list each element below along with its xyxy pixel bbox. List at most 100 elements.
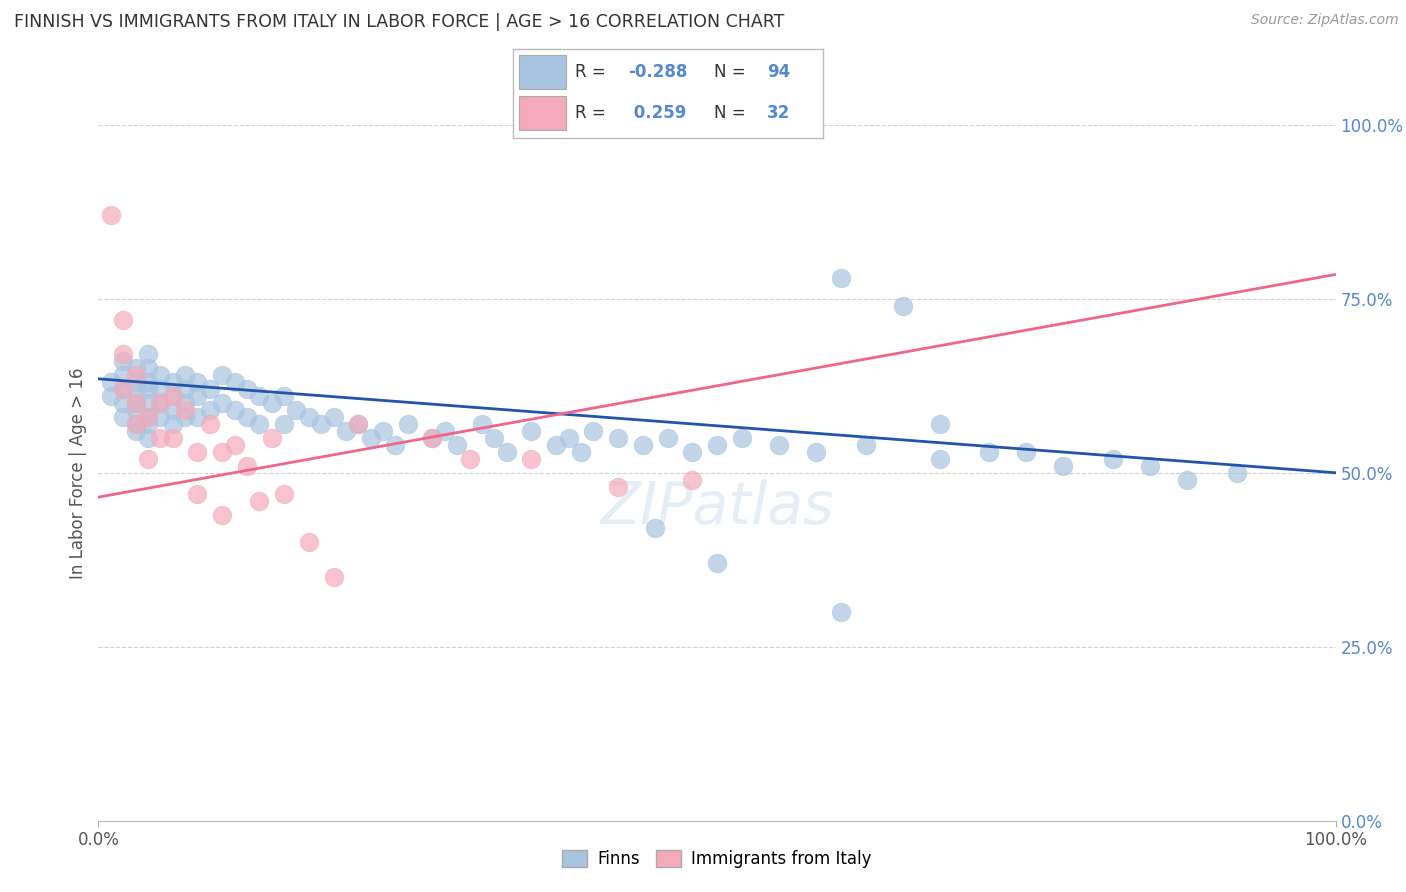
Point bbox=[100, 208, 122, 222]
Point bbox=[247, 417, 270, 431]
Point bbox=[136, 376, 159, 390]
Point bbox=[322, 570, 344, 584]
Point bbox=[162, 376, 184, 390]
Point bbox=[112, 347, 135, 361]
Text: N =: N = bbox=[714, 63, 745, 81]
Point bbox=[298, 535, 321, 549]
Point bbox=[112, 382, 135, 396]
Point bbox=[371, 424, 394, 438]
Point bbox=[422, 431, 444, 445]
Point bbox=[198, 403, 221, 417]
Point bbox=[607, 431, 630, 445]
Point bbox=[124, 403, 146, 417]
Point bbox=[174, 403, 197, 417]
Text: Source: ZipAtlas.com: Source: ZipAtlas.com bbox=[1251, 13, 1399, 28]
Point bbox=[211, 445, 233, 459]
Point bbox=[124, 376, 146, 390]
Point bbox=[112, 382, 135, 396]
Point bbox=[124, 417, 146, 431]
Point bbox=[198, 417, 221, 431]
Point bbox=[162, 389, 184, 403]
Point bbox=[731, 431, 754, 445]
Point bbox=[124, 382, 146, 396]
Point bbox=[162, 389, 184, 403]
Point bbox=[198, 382, 221, 396]
Point bbox=[347, 417, 370, 431]
Point bbox=[644, 521, 666, 535]
Point bbox=[1226, 466, 1249, 480]
Point bbox=[360, 431, 382, 445]
Point bbox=[211, 396, 233, 410]
Point bbox=[149, 382, 172, 396]
Point bbox=[247, 493, 270, 508]
Point bbox=[260, 396, 283, 410]
Point bbox=[484, 431, 506, 445]
Point bbox=[236, 382, 259, 396]
Text: R =: R = bbox=[575, 63, 606, 81]
Point bbox=[136, 396, 159, 410]
Point bbox=[124, 361, 146, 376]
Point bbox=[335, 424, 357, 438]
Point bbox=[768, 438, 790, 452]
Point bbox=[273, 486, 295, 500]
Text: 94: 94 bbox=[766, 63, 790, 81]
Point bbox=[928, 451, 950, 466]
Point bbox=[186, 445, 208, 459]
Point bbox=[830, 605, 852, 619]
Point bbox=[186, 376, 208, 390]
Point bbox=[1052, 458, 1074, 473]
Point bbox=[174, 382, 197, 396]
Point bbox=[706, 438, 728, 452]
Point bbox=[136, 451, 159, 466]
Point bbox=[446, 438, 468, 452]
Point bbox=[657, 431, 679, 445]
Text: -0.288: -0.288 bbox=[627, 63, 688, 81]
Point bbox=[149, 396, 172, 410]
Point bbox=[347, 417, 370, 431]
Text: 0.259: 0.259 bbox=[627, 104, 686, 122]
Point bbox=[162, 431, 184, 445]
Point bbox=[124, 396, 146, 410]
Point bbox=[582, 424, 605, 438]
Point bbox=[100, 389, 122, 403]
Text: FINNISH VS IMMIGRANTS FROM ITALY IN LABOR FORCE | AGE > 16 CORRELATION CHART: FINNISH VS IMMIGRANTS FROM ITALY IN LABO… bbox=[14, 13, 785, 31]
Point bbox=[186, 389, 208, 403]
Point bbox=[309, 417, 332, 431]
Point bbox=[112, 410, 135, 425]
Point bbox=[495, 445, 517, 459]
Point bbox=[211, 508, 233, 522]
Y-axis label: In Labor Force | Age > 16: In Labor Force | Age > 16 bbox=[69, 367, 87, 579]
Point bbox=[112, 396, 135, 410]
Point bbox=[396, 417, 419, 431]
Point bbox=[471, 417, 494, 431]
Point bbox=[224, 438, 246, 452]
Point bbox=[162, 403, 184, 417]
Point bbox=[149, 410, 172, 425]
Point bbox=[285, 403, 308, 417]
Point bbox=[124, 424, 146, 438]
Point bbox=[124, 368, 146, 383]
Point bbox=[569, 445, 592, 459]
Point bbox=[236, 458, 259, 473]
Text: 32: 32 bbox=[766, 104, 790, 122]
FancyBboxPatch shape bbox=[519, 96, 565, 130]
Point bbox=[631, 438, 654, 452]
Point bbox=[124, 396, 146, 410]
FancyBboxPatch shape bbox=[519, 55, 565, 89]
Point bbox=[174, 410, 197, 425]
Point bbox=[384, 438, 406, 452]
Point bbox=[1102, 451, 1125, 466]
Point bbox=[706, 556, 728, 570]
Point bbox=[136, 410, 159, 425]
Legend: Finns, Immigrants from Italy: Finns, Immigrants from Italy bbox=[555, 844, 879, 875]
Text: ZIPatlas: ZIPatlas bbox=[600, 479, 834, 536]
Point bbox=[557, 431, 579, 445]
Point bbox=[546, 438, 568, 452]
Point bbox=[298, 410, 321, 425]
Point bbox=[136, 361, 159, 376]
Point bbox=[236, 410, 259, 425]
Point bbox=[247, 389, 270, 403]
Point bbox=[433, 424, 456, 438]
Point bbox=[260, 431, 283, 445]
Text: R =: R = bbox=[575, 104, 606, 122]
